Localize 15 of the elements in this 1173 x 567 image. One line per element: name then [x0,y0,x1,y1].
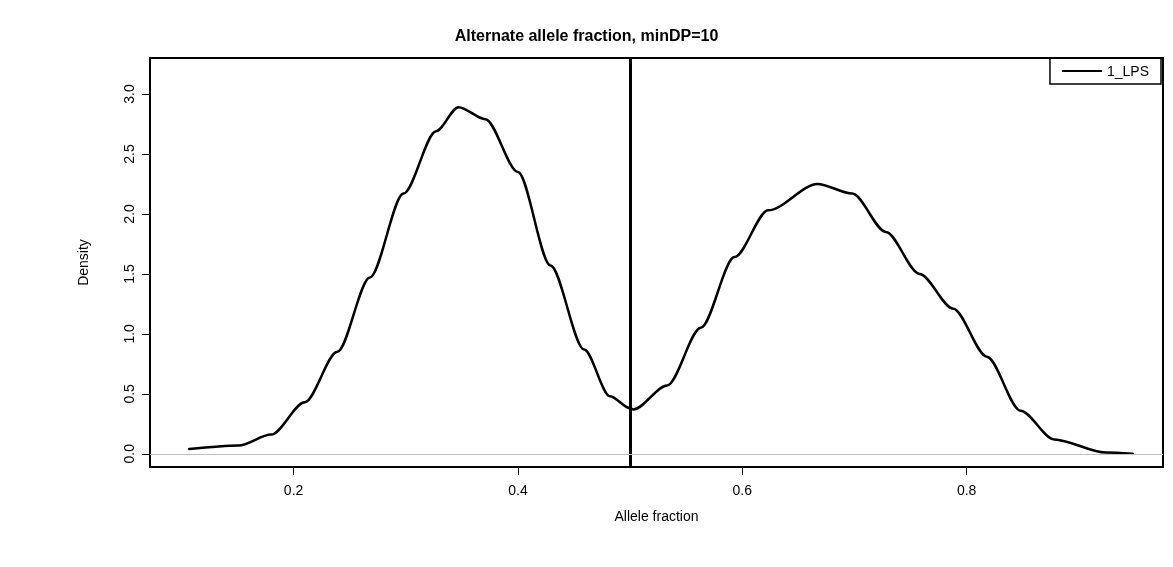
x-tick-label: 0.4 [508,482,528,498]
x-tick-label: 0.2 [283,482,304,498]
chart-title: Alternate allele fraction, minDP=10 [454,26,719,44]
y-axis-title: Density [75,239,91,286]
y-tick-label: 2.0 [121,203,137,224]
x-axis-title: Allele fraction [614,508,699,524]
y-tick-label: 1.0 [121,323,137,344]
y-tick-label: 0.0 [121,443,137,464]
x-tick-label: 0.8 [956,482,977,498]
y-tick-label: 1.5 [121,263,137,284]
y-tick-label: 0.5 [121,383,137,404]
y-tick-label: 3.0 [121,84,137,104]
x-tick-label: 0.6 [732,482,753,498]
y-tick-label: 2.5 [121,144,137,164]
legend-label: 1_LPS [1106,63,1150,79]
